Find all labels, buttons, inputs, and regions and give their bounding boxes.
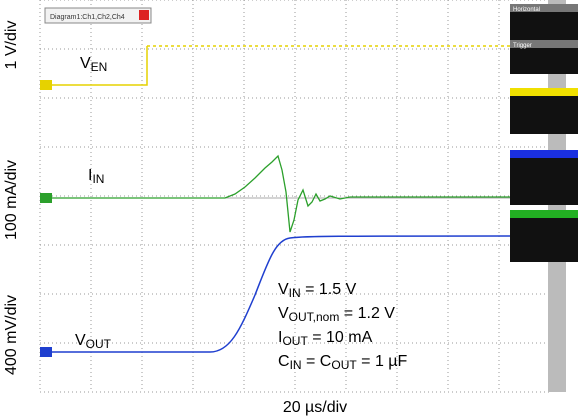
text-part: = 1.5 V	[301, 281, 357, 298]
text-part: C	[278, 353, 290, 370]
vout-trace	[40, 235, 549, 353]
ch1-marker[interactable]	[40, 80, 52, 90]
text-part: = C	[302, 353, 332, 370]
condition: IOUT = 10 mA	[278, 329, 373, 348]
text-part: V	[278, 305, 289, 322]
panel-header	[510, 40, 578, 48]
text-part: V	[75, 332, 86, 349]
text-part: V	[80, 55, 91, 72]
ch1-panel-header	[510, 88, 578, 96]
text-part: = 1.2 V	[339, 305, 395, 322]
y-label: 1 V/div	[3, 21, 20, 70]
text-part: IN	[92, 172, 104, 186]
ven-trace	[40, 46, 148, 86]
condition: VOUT,nom = 1.2 V	[278, 305, 395, 324]
text-part: IN	[290, 358, 302, 372]
ch2-panel	[510, 210, 578, 262]
text-part: = 1 µF	[357, 353, 408, 370]
panel-header-text: Trigger	[513, 43, 532, 49]
text-part: OUT,nom	[289, 310, 340, 324]
iin-label: IIN	[88, 167, 104, 186]
text-part: OUT	[331, 358, 357, 372]
iin-trace	[40, 154, 548, 233]
close-icon[interactable]	[139, 10, 149, 20]
y-label: 400 mV/div	[3, 295, 20, 375]
text-part: I	[88, 167, 92, 184]
text-part: = 10 mA	[308, 329, 373, 346]
ch4-marker[interactable]	[40, 347, 52, 357]
info-panel	[510, 4, 578, 74]
window-title: Diagram1:Ch1,Ch2,Ch4	[50, 14, 125, 21]
text-part: V	[278, 281, 289, 298]
panel-header	[510, 4, 578, 12]
text-part: OUT	[86, 337, 112, 351]
text-part: I	[278, 329, 282, 346]
condition: CIN = COUT = 1 µF	[278, 353, 408, 372]
ch2-panel-header	[510, 210, 578, 218]
ch4-panel-header	[510, 150, 578, 158]
ven-label: VEN	[80, 55, 107, 74]
window-tab[interactable]	[44, 7, 152, 24]
vout-label: VOUT	[75, 332, 112, 351]
condition: VIN = 1.5 V	[278, 281, 357, 300]
panel-header-text: Horizontal	[513, 7, 540, 13]
ch2-marker[interactable]	[40, 193, 52, 203]
x-label: 20 µs/div	[283, 399, 347, 416]
text-part: EN	[91, 60, 108, 74]
ch4-panel	[510, 150, 578, 205]
text-part: OUT	[282, 334, 308, 348]
y-label: 100 mA/div	[3, 160, 20, 240]
text-part: IN	[289, 286, 301, 300]
